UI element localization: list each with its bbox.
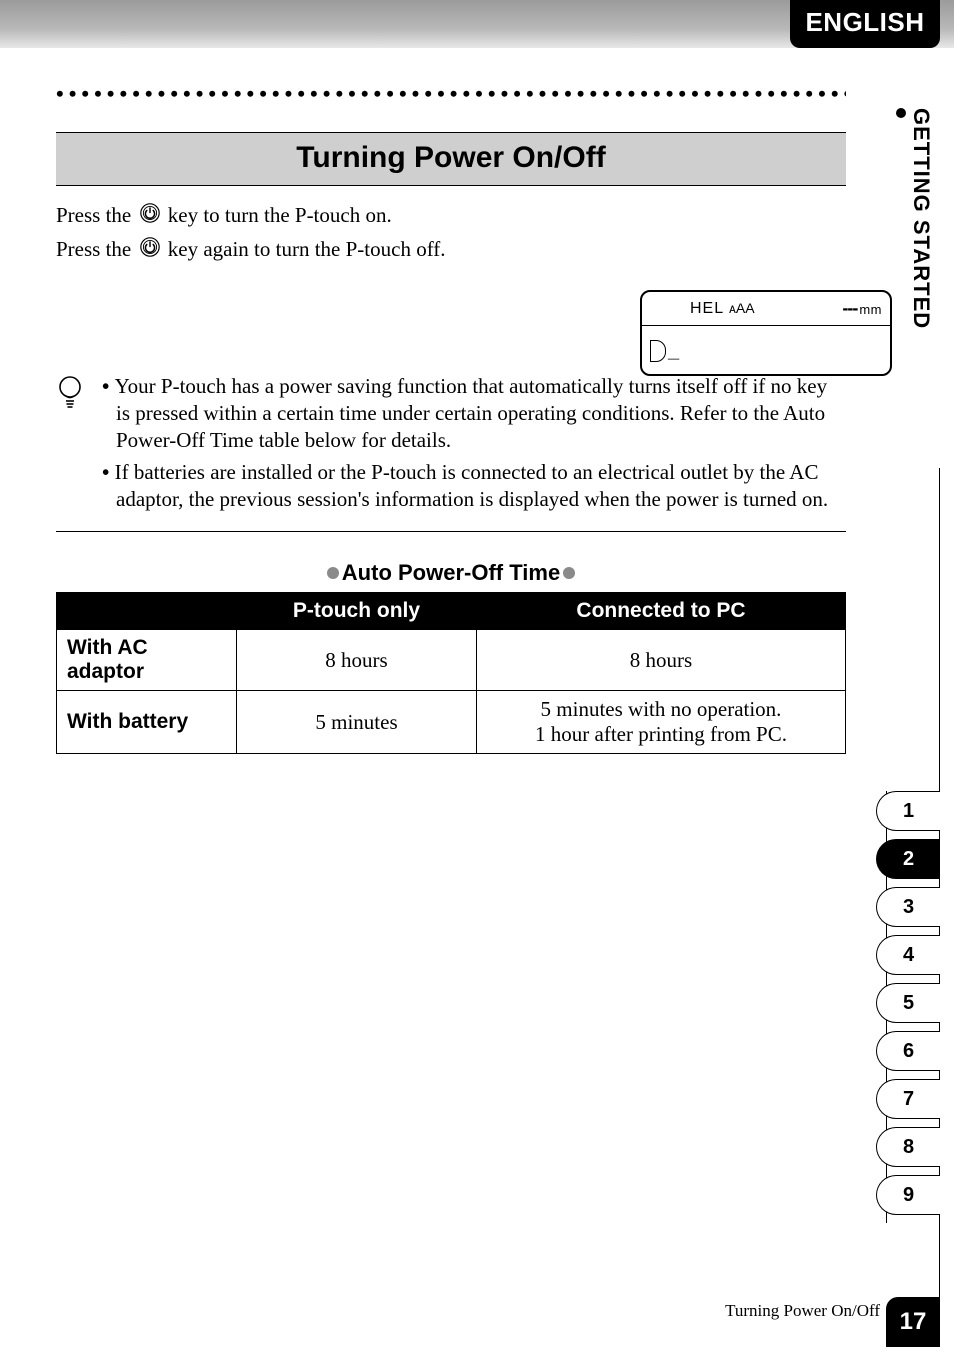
text-fragment: key again to turn the P-touch off. (168, 237, 446, 261)
table-row: With battery 5 minutes 5 minutes with no… (57, 691, 846, 754)
section-title-box: Turning Power On/Off (56, 132, 846, 186)
table-header-cell: Connected to PC (477, 593, 846, 630)
instruction-line-2: Press the key again to turn the P-touch … (56, 234, 846, 266)
table-cell: 5 minutes with no operation. 1 hour afte… (477, 691, 846, 754)
instruction-block: Press the key to turn the P-touch on. Pr… (56, 200, 846, 267)
chapter-tab-7[interactable]: 7 (876, 1079, 940, 1119)
table-row-label: With AC adaptor (57, 630, 237, 691)
chapter-tab-9[interactable]: 9 (876, 1175, 940, 1215)
chapter-tab-1[interactable]: 1 (876, 791, 940, 831)
lcd-font-label: HEL (690, 300, 724, 317)
power-key-icon (139, 202, 161, 232)
lcd-size-glyphs: ᴀAA (729, 300, 755, 316)
lcd-unit: mm (859, 302, 882, 317)
tip-bulb-icon (56, 373, 84, 519)
table-cell-line: 5 minutes with no operation. (541, 697, 782, 721)
note-block: Your P-touch has a power saving function… (56, 373, 846, 532)
footer-title: Turning Power On/Off (725, 1301, 880, 1321)
table-header-row: P-touch only Connected to PC (57, 593, 846, 630)
lcd-top-row: HEL ᴀAA ---mm (642, 292, 890, 326)
chapter-tab-2[interactable]: 2 (876, 839, 940, 879)
chapter-tab-8[interactable]: 8 (876, 1127, 940, 1167)
lcd-preview: HEL ᴀAA ---mm _ (640, 290, 892, 376)
table-row-label: With battery (57, 691, 237, 754)
dotted-divider: ••••••••••••••••••••••••••••••••••••••••… (56, 90, 846, 100)
lcd-bottom-row: _ (642, 326, 890, 376)
note-item: Your P-touch has a power saving function… (102, 373, 846, 454)
lcd-line-indicator-icon (650, 340, 666, 362)
table-row: With AC adaptor 8 hours 8 hours (57, 630, 846, 691)
lcd-dash: --- (842, 298, 857, 318)
table-title-bullet-icon (327, 567, 339, 579)
section-title: Turning Power On/Off (56, 141, 846, 175)
side-section-bullet-icon (896, 108, 906, 118)
auto-power-off-table: P-touch only Connected to PC With AC ada… (56, 592, 846, 754)
chapter-tab-4[interactable]: 4 (876, 935, 940, 975)
table-cell: 5 minutes (237, 691, 477, 754)
power-key-icon (139, 236, 161, 266)
chapter-tabs: 1 2 3 4 5 6 7 8 9 (886, 791, 940, 1223)
note-item: If batteries are installed or the P-touc… (102, 459, 846, 513)
table-cell: 8 hours (477, 630, 846, 691)
text-fragment: Press the (56, 237, 137, 261)
table-title-row: Auto Power-Off Time (56, 560, 846, 586)
main-content: ••••••••••••••••••••••••••••••••••••••••… (56, 90, 846, 754)
table-header-cell (57, 593, 237, 630)
chapter-tab-5[interactable]: 5 (876, 983, 940, 1023)
note-list: Your P-touch has a power saving function… (102, 373, 846, 519)
instruction-line-1: Press the key to turn the P-touch on. (56, 200, 846, 232)
table-title-bullet-icon (563, 567, 575, 579)
text-fragment: key to turn the P-touch on. (168, 203, 392, 227)
chapter-tab-3[interactable]: 3 (876, 887, 940, 927)
language-tab: ENGLISH (790, 0, 940, 48)
side-section-label: GETTING STARTED (908, 108, 934, 329)
table-header-cell: P-touch only (237, 593, 477, 630)
lcd-cursor: _ (668, 340, 679, 363)
table-title: Auto Power-Off Time (342, 560, 560, 585)
page-number: 17 (886, 1297, 940, 1347)
footer: Turning Power On/Off 17 (56, 1281, 940, 1321)
chapter-tab-6[interactable]: 6 (876, 1031, 940, 1071)
table-cell: 8 hours (237, 630, 477, 691)
table-cell-line: 1 hour after printing from PC. (535, 722, 787, 746)
text-fragment: Press the (56, 203, 137, 227)
